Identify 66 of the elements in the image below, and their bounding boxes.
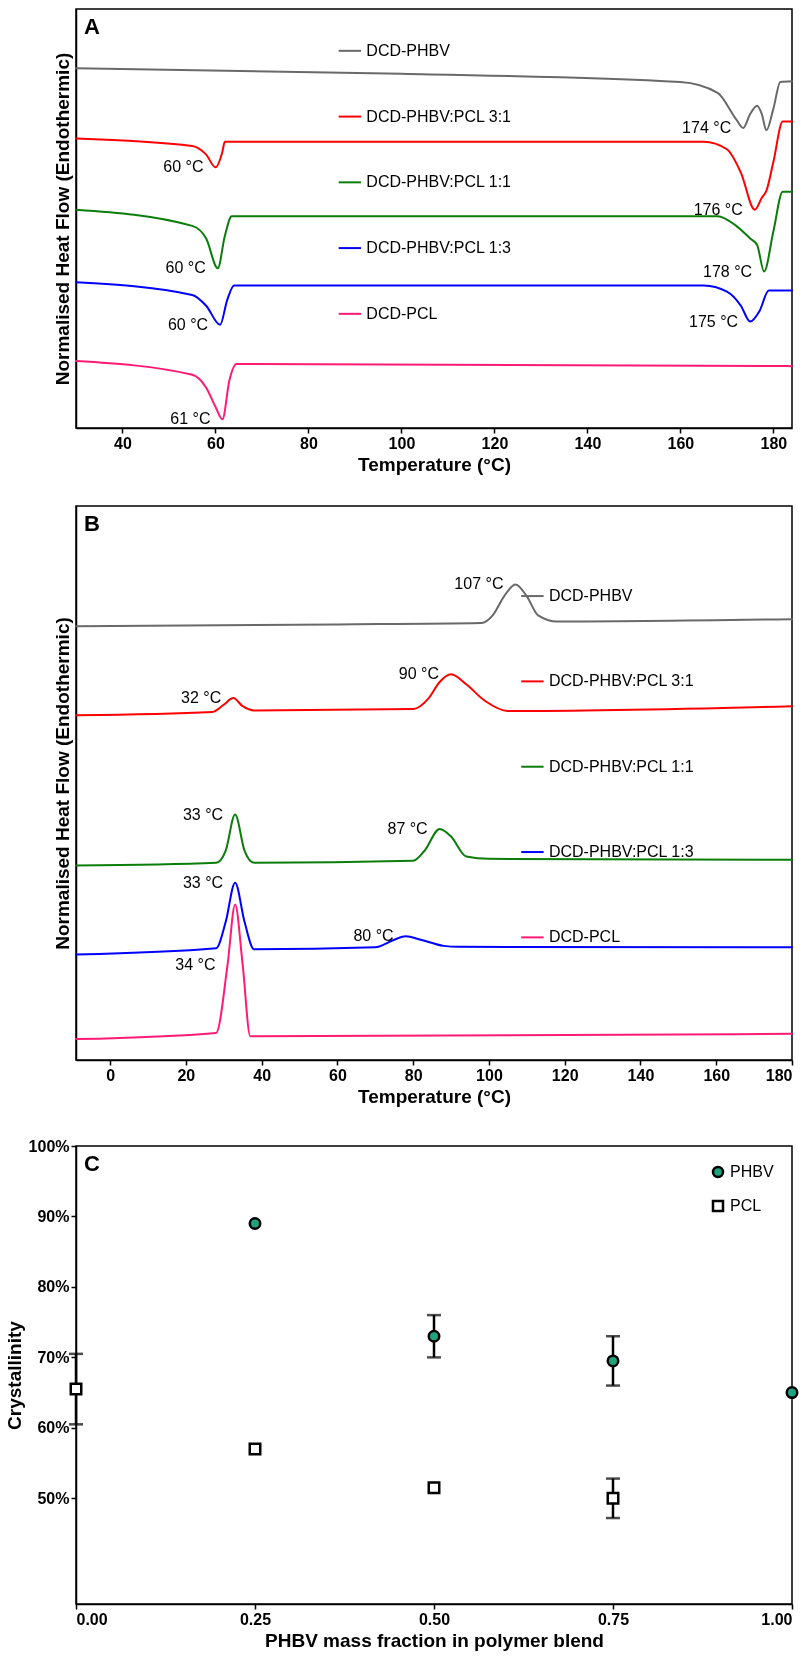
legend-label: DCD-PHBV:PCL 1:1 xyxy=(366,173,512,191)
y-tick-label: 50% xyxy=(37,1489,70,1507)
legend-label: DCD-PHBV:PCL 1:3 xyxy=(548,843,694,861)
x-tick-label: 0 xyxy=(106,1066,116,1084)
legend-label: DCD-PHBV:PCL 1:1 xyxy=(548,757,694,775)
y-tick-label: 80% xyxy=(37,1278,70,1296)
x-tick-label: 100 xyxy=(476,1066,503,1084)
legend-label: DCD-PHBV:PCL 3:1 xyxy=(366,107,512,125)
annotation: 60 °C xyxy=(163,158,204,176)
legend-label: PHBV xyxy=(730,1163,774,1180)
x-tick-label: 80 xyxy=(404,1066,423,1084)
annotation: 175 °C xyxy=(689,312,739,330)
x-tick-label: 60 xyxy=(207,434,225,452)
annotation: 60 °C xyxy=(165,259,206,277)
legend-label: DCD-PHBV:PCL 1:3 xyxy=(366,239,512,257)
annotation: 176 °C xyxy=(693,200,743,218)
x-tick-label: 0.25 xyxy=(239,1610,272,1628)
legend-label: DCD-PHBV xyxy=(548,587,633,605)
y-tick-label: 60% xyxy=(37,1419,70,1437)
x-tick-label: 0.50 xyxy=(418,1610,451,1628)
x-tick-label: 120 xyxy=(551,1066,579,1084)
x-tick-label: 0.75 xyxy=(597,1610,630,1628)
x-tick-label: 180 xyxy=(765,1066,793,1084)
legend-label: DCD-PCL xyxy=(366,304,438,322)
x-tick-label: 140 xyxy=(574,434,602,452)
y-axis-title: Crystallinity xyxy=(3,1320,25,1430)
x-tick-label: 0.00 xyxy=(76,1610,108,1628)
annotation: 34 °C xyxy=(175,955,216,973)
legend-label: DCD-PHBV:PCL 3:1 xyxy=(548,672,694,690)
legend-label: DCD-PHBV xyxy=(366,41,451,59)
annotation: 32 °C xyxy=(181,689,222,707)
annotation: 107 °C xyxy=(454,575,504,593)
x-tick-label: 60 xyxy=(329,1066,347,1084)
x-axis-title: PHBV mass fraction in polymer blend xyxy=(265,1629,604,1651)
annotation: 87 °C xyxy=(387,819,428,837)
x-tick-label: 20 xyxy=(177,1066,196,1084)
x-tick-label: 120 xyxy=(481,434,509,452)
y-axis-title: Normalised Heat Flow (Endothermic) xyxy=(51,52,73,386)
annotation: 33 °C xyxy=(182,805,224,823)
legend-label: PCL xyxy=(730,1197,762,1214)
x-tick-label: 160 xyxy=(703,1066,731,1084)
x-tick-label: 1.00 xyxy=(761,1610,793,1628)
legend-label: DCD-PCL xyxy=(548,928,621,946)
y-tick-label: 100% xyxy=(28,1137,70,1155)
y-tick-label: 70% xyxy=(37,1348,70,1366)
y-tick-label: 90% xyxy=(37,1207,70,1225)
text: A xyxy=(84,14,100,39)
annotation: 61 °C xyxy=(170,410,211,428)
x-axis-title: Temperature (°C) xyxy=(358,1085,511,1107)
annotation: C xyxy=(84,1151,100,1176)
text: B xyxy=(84,511,100,536)
y-axis-title: Normalised Heat Flow (Endothermic) xyxy=(51,617,73,950)
annotation: 80 °C xyxy=(353,927,394,945)
x-tick-label: 140 xyxy=(627,1066,655,1084)
x-tick-label: 40 xyxy=(253,1066,272,1084)
annotation: 90 °C xyxy=(398,665,440,683)
x-tick-label: 160 xyxy=(667,434,695,452)
x-tick-label: 40 xyxy=(114,434,132,452)
annotation: 178 °C xyxy=(703,262,753,280)
annotation: 60 °C xyxy=(167,315,209,333)
x-tick-label: 80 xyxy=(300,434,318,452)
annotation: 174 °C xyxy=(682,119,732,137)
x-tick-label: 180 xyxy=(760,434,788,452)
annotation: 33 °C xyxy=(182,873,224,891)
x-tick-label: 100 xyxy=(388,434,416,452)
x-axis-title: Temperature (°C) xyxy=(358,453,511,475)
